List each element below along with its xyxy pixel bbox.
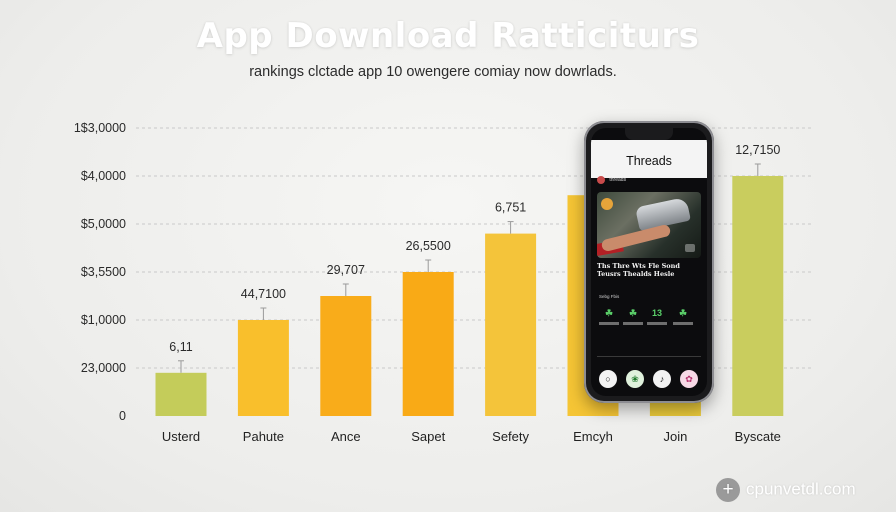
hand-shape xyxy=(600,223,672,253)
data-label: 6,11 xyxy=(169,340,192,354)
nav-music-icon[interactable]: ♪ xyxy=(653,370,671,388)
x-tick-label: Pahute xyxy=(243,429,284,444)
x-tick-label: Ance xyxy=(331,429,361,444)
data-label: 6,751 xyxy=(495,201,526,215)
stat-shares[interactable]: ☘ xyxy=(673,308,693,328)
x-tick-label: Sapet xyxy=(411,429,445,444)
data-label: 26,5500 xyxy=(406,239,451,253)
y-tick-label: 1$3,0000 xyxy=(74,121,126,135)
leaf-icon: ☘ xyxy=(628,308,638,318)
watermark-text: cpunvetdl.com xyxy=(746,479,856,499)
compose-divider xyxy=(597,356,701,363)
post-image[interactable] xyxy=(597,192,701,258)
bar xyxy=(485,233,537,416)
nav-leaf-icon[interactable]: ❀ xyxy=(626,370,644,388)
y-tick-label: 0 xyxy=(119,409,126,423)
bar xyxy=(402,272,454,416)
post-badge-icon xyxy=(601,198,613,210)
post-meta: threads xyxy=(597,174,701,186)
x-tick-label: Sefety xyxy=(492,429,529,444)
bottom-nav: ○ ❀ ♪ ✿ xyxy=(591,368,707,396)
nav-home-icon[interactable]: ○ xyxy=(599,370,617,388)
watermark: + cpunvetdl.com xyxy=(716,476,856,502)
y-tick-label: $5,0000 xyxy=(81,217,126,231)
y-tick-label: $4,0000 xyxy=(81,169,126,183)
plus-circle-icon: + xyxy=(716,477,740,502)
phone-notch xyxy=(625,128,673,140)
bar xyxy=(237,320,289,416)
leaf-icon: ☘ xyxy=(678,308,688,318)
nav-flower-icon[interactable]: ✿ xyxy=(680,370,698,388)
post-subtext: Sebg Fbis xyxy=(599,294,620,299)
data-label: 12,7150 xyxy=(735,143,780,157)
avatar[interactable] xyxy=(597,175,605,184)
leaf-icon: ☘ xyxy=(604,308,614,318)
data-label: 29,707 xyxy=(327,263,365,277)
y-tick-label: $1,0000 xyxy=(81,313,126,327)
bar xyxy=(155,372,207,416)
phone-mockup: Threads threads Ths Thre Wts Fle Sond Te… xyxy=(584,121,714,403)
app-title: Threads xyxy=(626,154,672,168)
x-tick-label: Join xyxy=(663,429,687,444)
bar xyxy=(732,176,784,416)
bar xyxy=(320,296,372,416)
stat-replies[interactable]: ☘ xyxy=(623,308,643,328)
app-header: Threads xyxy=(591,140,707,178)
x-tick-label: Byscate xyxy=(735,429,781,444)
y-tick-label: 23,0000 xyxy=(81,361,126,375)
y-tick-label: $3,5500 xyxy=(81,265,126,279)
chart-title: App Download Ratticiturs xyxy=(196,16,700,56)
chart-subtitle: rankings clctade app 10 owengere comiay … xyxy=(249,64,617,80)
stat-count: 13 xyxy=(651,308,662,318)
play-icon xyxy=(685,244,695,252)
data-label: 44,7100 xyxy=(241,287,286,301)
phone-screen: Threads threads Ths Thre Wts Fle Sond Te… xyxy=(591,128,707,396)
x-tick-label: Usterd xyxy=(162,429,200,444)
post-stats: ☘ ☘ 13 ☘ xyxy=(599,308,699,328)
post-handle: threads xyxy=(609,177,627,183)
post-text: Ths Thre Wts Fle Sond Teusrs Thealds Hes… xyxy=(597,262,680,278)
stat-likes[interactable]: ☘ xyxy=(599,308,619,328)
stat-reposts[interactable]: 13 xyxy=(647,308,667,328)
x-tick-label: Emcyh xyxy=(573,429,613,444)
